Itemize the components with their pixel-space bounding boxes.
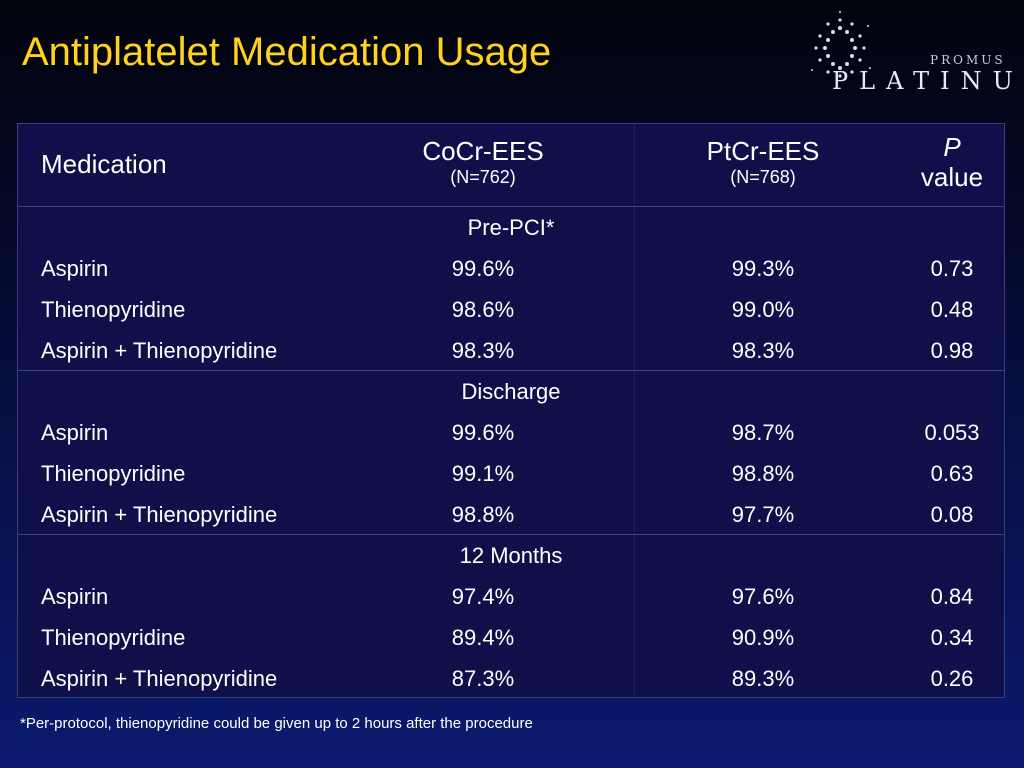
footnote: *Per-protocol, thienopyridine could be g…	[20, 715, 533, 732]
header-cocr-n: (N=762)	[450, 167, 516, 187]
cocr-value: 87.3%	[451, 666, 515, 691]
ptcr-value: 99.3%	[731, 256, 795, 281]
header-p-value: P value	[902, 132, 1002, 192]
p-value: 0.26	[930, 666, 974, 691]
row-label: Aspirin + Thienopyridine	[41, 338, 278, 363]
cocr-value: 97.4%	[451, 584, 515, 609]
row-label: Thienopyridine	[41, 297, 186, 322]
ptcr-value: 98.8%	[731, 461, 795, 486]
p-value: 0.73	[930, 256, 974, 281]
cocr-value: 98.8%	[451, 502, 515, 527]
cocr-value: 89.4%	[451, 625, 515, 650]
p-value: 0.63	[930, 461, 974, 486]
header-medication: Medication	[41, 149, 167, 179]
row-label: Aspirin	[41, 256, 109, 281]
p-value: 0.08	[930, 502, 974, 527]
header-ptcr-n: (N=768)	[730, 167, 796, 187]
starburst-icon	[811, 11, 871, 78]
header-value: value	[920, 162, 984, 192]
row-label: Aspirin	[41, 420, 109, 445]
p-value: 0.34	[930, 625, 974, 650]
section-12-months: 12 Months	[459, 543, 563, 568]
header-cocr-name: CoCr-EES	[422, 136, 544, 166]
table-row: Thienopyridine 89.4% 90.9% 0.34	[18, 617, 1004, 658]
table-row: Aspirin + Thienopyridine 87.3% 89.3% 0.2…	[18, 658, 1004, 699]
row-label: Aspirin	[41, 584, 109, 609]
column-separator	[634, 124, 635, 697]
row-label: Aspirin + Thienopyridine	[41, 502, 278, 527]
ptcr-value: 97.6%	[731, 584, 795, 609]
p-value: 0.48	[930, 297, 974, 322]
ptcr-value: 89.3%	[731, 666, 795, 691]
p-value: 0.98	[930, 338, 974, 363]
row-label: Thienopyridine	[41, 625, 186, 650]
table-row: Thienopyridine 99.1% 98.8% 0.63	[18, 453, 1004, 494]
header-cocr-ees: CoCr-EES (N=762)	[398, 136, 568, 188]
header-p: P	[943, 132, 961, 162]
ptcr-value: 90.9%	[731, 625, 795, 650]
table-row: Aspirin 97.4% 97.6% 0.84	[18, 576, 1004, 617]
ptcr-value: 98.7%	[731, 420, 795, 445]
table-row: Aspirin + Thienopyridine 98.8% 97.7% 0.0…	[18, 494, 1004, 535]
ptcr-value: 99.0%	[731, 297, 795, 322]
medication-table: Medication CoCr-EES (N=762) PtCr-EES (N=…	[17, 123, 1005, 698]
section-pre-pci: Pre-PCI*	[467, 215, 555, 240]
p-value: 0.84	[930, 584, 974, 609]
cocr-value: 99.6%	[451, 420, 515, 445]
row-label: Thienopyridine	[41, 461, 186, 486]
divider	[18, 206, 1004, 207]
divider	[18, 370, 1004, 371]
table-row: Thienopyridine 98.6% 99.0% 0.48	[18, 289, 1004, 330]
ptcr-value: 97.7%	[731, 502, 795, 527]
row-label: Aspirin + Thienopyridine	[41, 666, 278, 691]
section-discharge: Discharge	[461, 379, 561, 404]
table-row: Aspirin 99.6% 98.7% 0.053	[18, 412, 1004, 453]
slide-title: Antiplatelet Medication Usage	[22, 30, 552, 74]
header-ptcr-name: PtCr-EES	[706, 136, 820, 166]
logo-sub-text: PROMUS	[930, 53, 1006, 67]
cocr-value: 99.6%	[451, 256, 515, 281]
cocr-value: 99.1%	[451, 461, 515, 486]
cocr-value: 98.3%	[451, 338, 515, 363]
cocr-value: 98.6%	[451, 297, 515, 322]
table-row: Aspirin + Thienopyridine 98.3% 98.3% 0.9…	[18, 330, 1004, 371]
header-ptcr-ees: PtCr-EES (N=768)	[678, 136, 848, 188]
divider	[18, 534, 1004, 535]
ptcr-value: 98.3%	[731, 338, 795, 363]
p-value: 0.053	[924, 420, 980, 445]
table-row: Aspirin 99.6% 99.3% 0.73	[18, 248, 1004, 289]
